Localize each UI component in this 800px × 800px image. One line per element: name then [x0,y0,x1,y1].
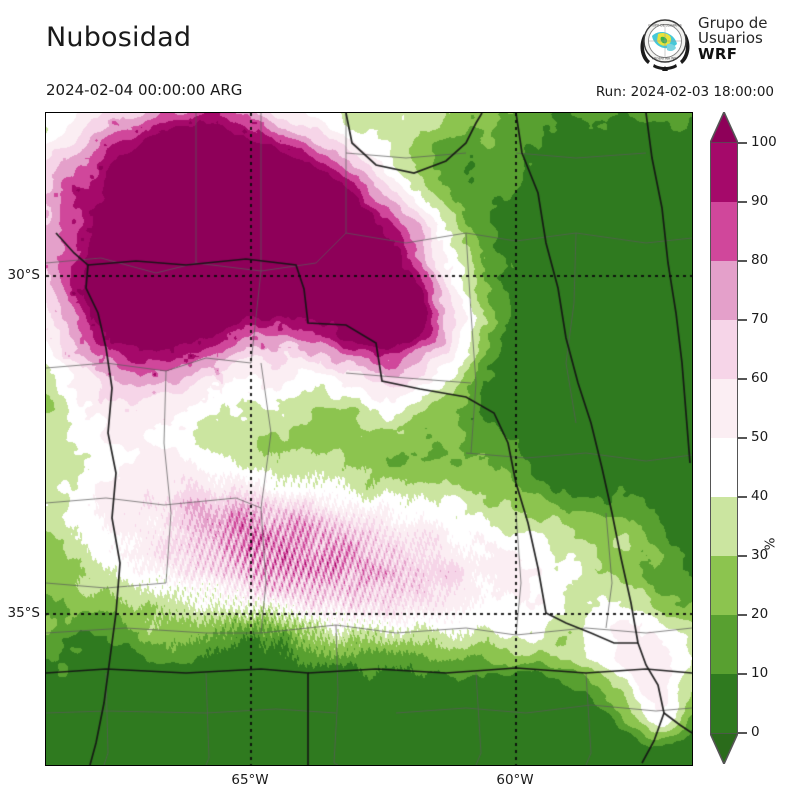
brand-logo: GRUPO DE USUARIOS ARGENTINA WRF Grupo de… [636,14,786,74]
logo-line-3: WRF [698,44,738,63]
colorbar-over-arrow [710,112,738,143]
colorbar-tick-80 [738,260,747,262]
colorbar-tick-10 [738,673,747,675]
colorbar-band-70-80 [711,261,737,320]
page-title: Nubosidad [46,22,192,53]
colorbar: 100 90 80 70 60 50 40 30 20 10 0 % [706,112,796,772]
colorbar-tick-label-30: 30 [751,547,769,563]
colorbar-tick-label-0: 0 [751,724,760,740]
colorbar-tick-20 [738,614,747,616]
colorbar-tick-0 [738,732,747,734]
colorbar-band-50-60 [711,379,737,438]
colorbar-under-arrow [710,733,738,764]
colorbar-band-20-30 [711,556,737,615]
lon-label-65w: 65°W [231,772,269,788]
colorbar-tick-label-20: 20 [751,606,769,622]
svg-text:ARGENTINA WRF: ARGENTINA WRF [652,57,678,61]
cloud-cover-raster [46,113,692,765]
colorbar-tick-label-100: 100 [751,134,777,150]
colorbar-tick-100 [738,142,747,144]
colorbar-tick-label-50: 50 [751,429,769,445]
colorbar-tick-label-60: 60 [751,370,769,386]
lat-label-35s: 35°S [7,605,41,621]
colorbar-band-90-100 [711,143,737,202]
run-time-label: Run: 2024-02-03 18:00:00 [595,84,774,100]
colorbar-tick-label-70: 70 [751,311,769,327]
brand-logo-text: Grupo de Usuarios WRF [698,14,768,63]
colorbar-tick-50 [738,437,747,439]
colorbar-tick-70 [738,319,747,321]
wrf-globe-seal-icon: GRUPO DE USUARIOS ARGENTINA WRF [640,19,690,71]
colorbar-tick-40 [738,496,747,498]
colorbar-tick-label-40: 40 [751,488,769,504]
logo-line-1: Grupo de [698,14,768,32]
logo-line-2: Usuarios [698,29,763,48]
colorbar-unit-label: % [762,537,779,551]
lat-label-30s: 30°S [7,267,41,283]
colorbar-band-0-10 [711,674,737,733]
colorbar-tick-label-10: 10 [751,665,769,681]
colorbar-band-60-70 [711,320,737,379]
colorbar-tick-30 [738,555,747,557]
colorbar-tick-label-90: 90 [751,193,769,209]
colorbar-bands [710,143,738,733]
colorbar-band-80-90 [711,202,737,261]
colorbar-band-10-20 [711,615,737,674]
colorbar-band-40-50 [711,438,737,497]
forecast-map[interactable] [45,112,693,766]
valid-time-label: 2024-02-04 00:00:00 ARG [46,81,243,99]
lon-label-60w: 60°W [496,772,534,788]
svg-text:GRUPO DE USUARIOS: GRUPO DE USUARIOS [648,23,682,27]
colorbar-tick-60 [738,378,747,380]
colorbar-tick-label-80: 80 [751,252,769,268]
colorbar-band-30-40 [711,497,737,556]
colorbar-tick-90 [738,201,747,203]
